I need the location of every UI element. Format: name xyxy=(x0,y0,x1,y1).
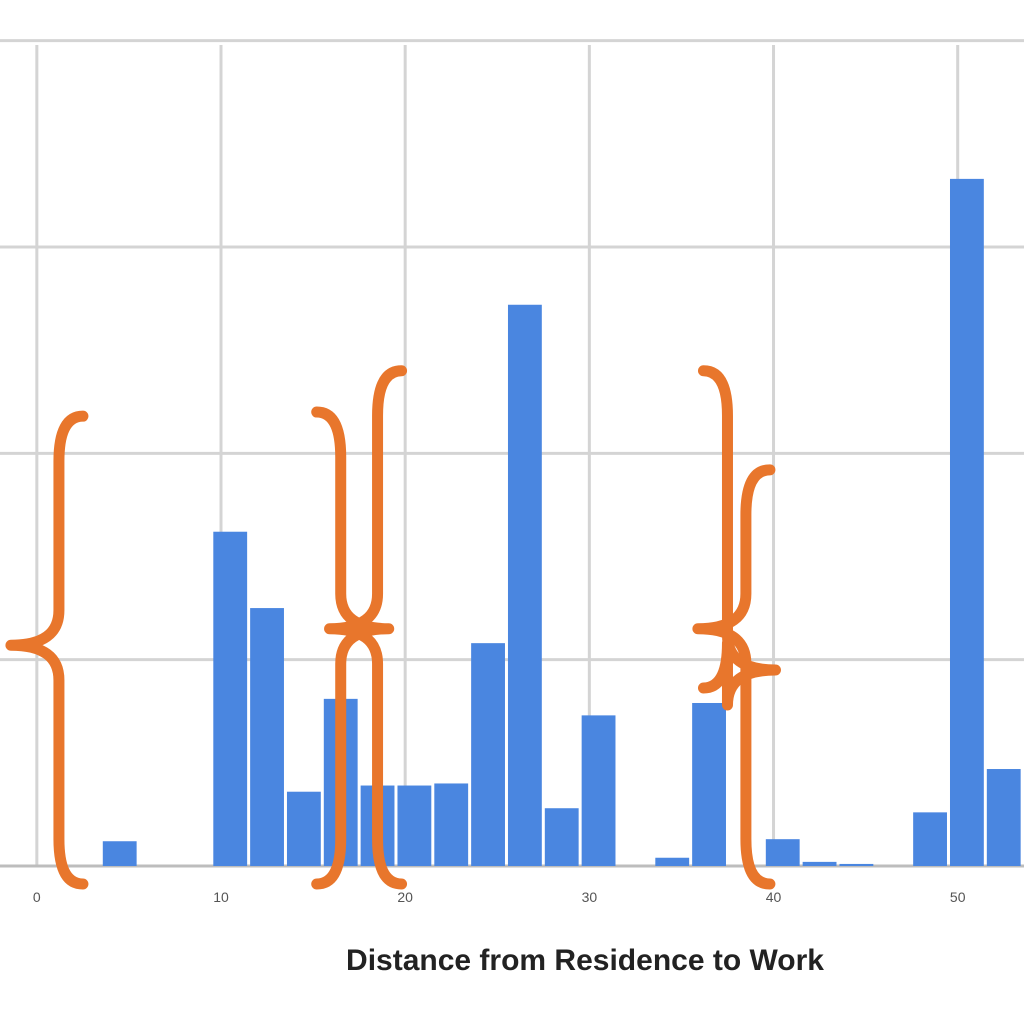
x-tick-label: 50 xyxy=(950,889,966,905)
curly-brace-annotation xyxy=(697,365,781,711)
x-tick-label: 30 xyxy=(582,889,598,905)
histogram-bar xyxy=(544,808,579,866)
curly-brace-annotation xyxy=(311,406,395,890)
curly-brace-annotation xyxy=(5,410,89,890)
x-tick-labels: 0 10 20 30 40 50 xyxy=(33,889,966,905)
histogram-bar xyxy=(581,715,616,866)
histogram-bar xyxy=(802,861,837,866)
histogram-bar xyxy=(692,702,726,866)
histogram-bar xyxy=(250,608,284,866)
histogram-bar xyxy=(655,857,690,866)
curly-brace-annotation xyxy=(692,464,776,890)
bars-layer xyxy=(102,178,1021,866)
histogram-bar xyxy=(839,863,874,866)
histogram-bar xyxy=(397,785,432,866)
histogram-bar xyxy=(286,791,321,866)
x-tick-label: 40 xyxy=(766,889,782,905)
histogram-bar xyxy=(765,839,800,866)
histogram-bar xyxy=(102,841,137,866)
curly-brace-annotation xyxy=(324,365,408,890)
histogram-bar xyxy=(434,783,469,866)
histogram-bar xyxy=(507,304,542,866)
annotation-layer xyxy=(5,365,781,890)
x-axis-title: Distance from Residence to Work xyxy=(346,944,824,977)
x-tick-label: 0 xyxy=(33,889,41,905)
histogram-bar xyxy=(213,531,248,866)
histogram-bar xyxy=(986,769,1021,866)
histogram-bar xyxy=(913,812,947,866)
x-tick-label: 10 xyxy=(213,889,229,905)
histogram-bar xyxy=(471,643,505,866)
x-tick-label: 20 xyxy=(397,889,413,905)
histogram-bar xyxy=(949,178,984,866)
